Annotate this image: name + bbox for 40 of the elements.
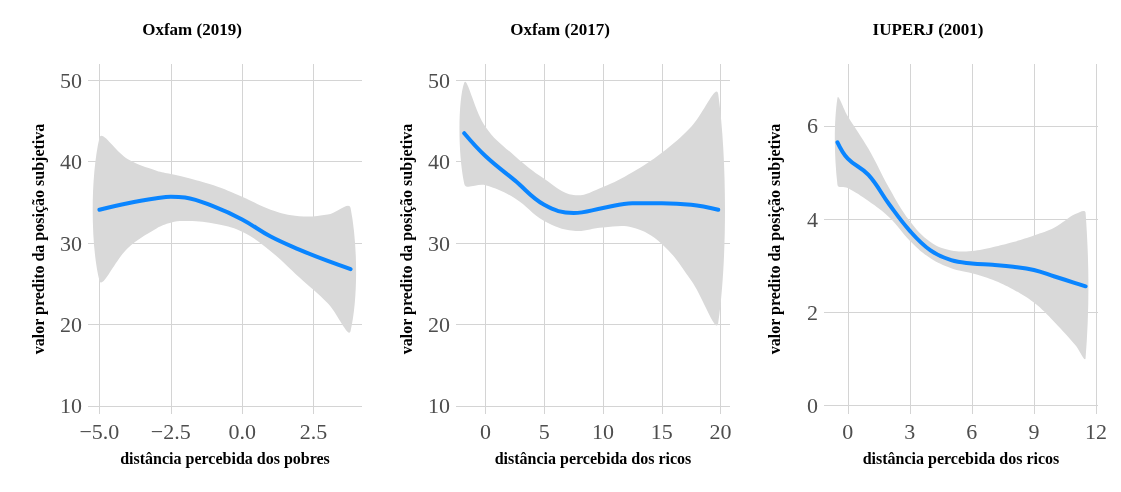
y-tick-label: 20: [60, 311, 82, 337]
y-tick-label: 6: [807, 113, 818, 139]
x-tick-label: 12: [1084, 418, 1107, 444]
line-series: [835, 140, 1088, 289]
y-tick-label: 50: [428, 67, 450, 93]
x-axis-title: distância percebida dos ricos: [862, 449, 1060, 468]
x-tick-label: 2.5: [299, 418, 328, 444]
y-tick-label: 20: [428, 311, 450, 337]
y-axis-title: valor predito da posição subjetiva: [765, 123, 784, 355]
y-tick-label: 50: [60, 67, 82, 93]
x-axis-title: distância percebida dos ricos: [494, 449, 692, 468]
line-series: [462, 131, 721, 215]
y-tick-label: 30: [428, 230, 450, 256]
chart-title: Oxfam (2017): [510, 20, 610, 39]
y-tick-label: 10: [60, 393, 82, 419]
x-tick-label: −5.0: [79, 418, 120, 444]
chart-title: IUPERJ (2001): [872, 20, 984, 39]
y-tick-label: 40: [60, 149, 82, 175]
x-tick-label: 0: [842, 418, 854, 444]
x-tick-label: 15: [650, 418, 673, 444]
y-axis-title: valor predito da posição subjetiva: [29, 123, 48, 355]
x-tick-label: 9: [1028, 418, 1040, 444]
y-tick-label: 40: [428, 149, 450, 175]
x-tick-label: −2.5: [150, 418, 191, 444]
y-tick-label: 2: [807, 299, 818, 325]
y-tick-label: 4: [807, 206, 818, 232]
y-axis-title: valor predito da posição subjetiva: [397, 123, 416, 355]
x-tick-label: 5: [538, 418, 550, 444]
x-tick-label: 6: [966, 418, 978, 444]
y-tick-label: 0: [807, 393, 818, 419]
x-tick-label: 3: [904, 418, 916, 444]
x-tick-label: 0.0: [228, 418, 256, 444]
line-series: [97, 194, 353, 272]
x-tick-label: 20: [709, 418, 732, 444]
y-tick-label: 30: [60, 230, 82, 256]
x-axis-title: distância percebida dos pobres: [120, 449, 330, 468]
x-tick-label: 0: [479, 418, 491, 444]
y-tick-label: 10: [428, 393, 450, 419]
chart-title: Oxfam (2019): [142, 20, 242, 39]
x-tick-label: 10: [592, 418, 614, 444]
